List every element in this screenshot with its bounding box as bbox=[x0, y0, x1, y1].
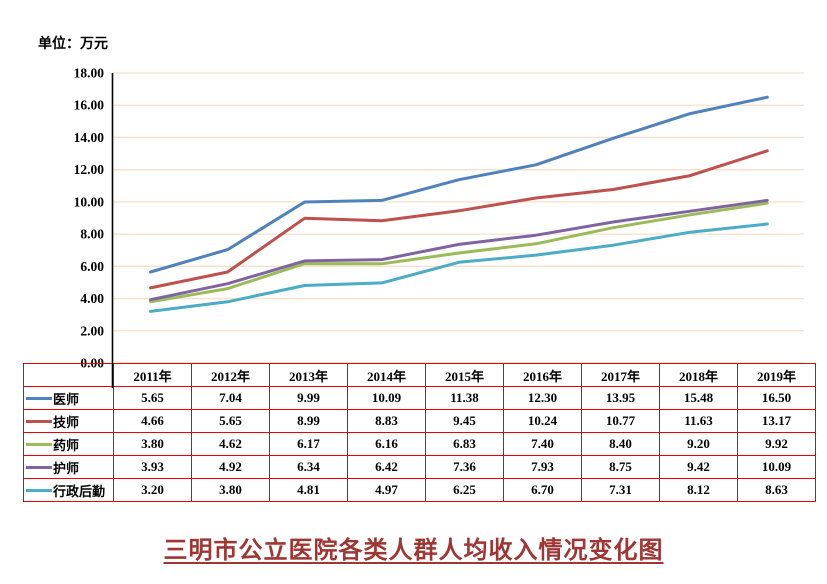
value-cell: 9.99 bbox=[269, 386, 348, 410]
value-cell: 6.34 bbox=[269, 455, 348, 479]
y-axis-tick-label: 18.00 bbox=[74, 66, 105, 81]
series-line-护师 bbox=[149, 198, 769, 302]
value-cell: 8.75 bbox=[581, 455, 660, 479]
series-line-医师 bbox=[149, 95, 769, 274]
legend-line-icon bbox=[26, 419, 52, 423]
legend-label: 药师 bbox=[53, 437, 80, 453]
value-cell: 3.80 bbox=[113, 432, 192, 456]
legend-line-icon bbox=[26, 488, 52, 492]
year-header-cell: 2015年 bbox=[425, 363, 504, 387]
value-cell: 11.63 bbox=[659, 409, 738, 433]
value-cell: 6.16 bbox=[347, 432, 426, 456]
y-axis-tick-label: 8.00 bbox=[80, 227, 104, 242]
value-cell: 4.81 bbox=[269, 478, 348, 502]
value-cell: 6.25 bbox=[425, 478, 504, 502]
value-cell: 4.92 bbox=[191, 455, 270, 479]
legend-label: 医师 bbox=[53, 391, 80, 407]
legend-cell: 医师 bbox=[23, 386, 114, 410]
value-cell: 6.70 bbox=[503, 478, 582, 502]
value-cell: 8.12 bbox=[659, 478, 738, 502]
value-cell: 4.66 bbox=[113, 409, 192, 433]
unit-label: 单位：万元 bbox=[38, 36, 108, 52]
year-header-cell: 2018年 bbox=[659, 363, 738, 387]
value-cell: 13.95 bbox=[581, 386, 660, 410]
value-cell: 4.97 bbox=[347, 478, 426, 502]
year-header-cell: 2012年 bbox=[191, 363, 270, 387]
chart-title: 三明市公立医院各类人群人均收入情况变化图 bbox=[163, 538, 664, 564]
value-cell: 15.48 bbox=[659, 386, 738, 410]
table-row-药师: 药师 3.80 4.62 6.17 6.16 6.83 7.40 8.40 9.20 9.92 bbox=[23, 432, 816, 456]
value-cell: 5.65 bbox=[191, 409, 270, 433]
value-cell: 7.40 bbox=[503, 432, 582, 456]
y-axis-tick-label: 10.00 bbox=[74, 194, 105, 209]
value-cell: 13.17 bbox=[737, 409, 816, 433]
y-axis-tick-label: 4.00 bbox=[80, 291, 104, 306]
series-line-技师 bbox=[149, 149, 769, 290]
value-cell: 6.83 bbox=[425, 432, 504, 456]
value-cell: 11.38 bbox=[425, 386, 504, 410]
table-row-技师: 技师 4.66 5.65 8.99 8.83 9.45 10.24 10.77 11.63 13.… bbox=[23, 409, 816, 433]
value-cell: 8.40 bbox=[581, 432, 660, 456]
value-cell: 6.42 bbox=[347, 455, 426, 479]
value-cell: 6.17 bbox=[269, 432, 348, 456]
value-cell: 7.36 bbox=[425, 455, 504, 479]
legend-line-icon bbox=[26, 442, 52, 446]
year-header-cell: 2013年 bbox=[269, 363, 348, 387]
table-row-医师: 医师 5.65 7.04 9.99 10.09 11.38 12.30 13.95 15.48 1… bbox=[23, 386, 816, 410]
y-axis-tick-label: 6.00 bbox=[80, 259, 104, 274]
series-line-药师 bbox=[149, 201, 769, 304]
y-axis-tick-label: 16.00 bbox=[74, 98, 105, 113]
legend-label: 行政后勤 bbox=[53, 483, 106, 499]
year-header-cell: 2017年 bbox=[581, 363, 660, 387]
value-cell: 7.04 bbox=[191, 386, 270, 410]
value-cell: 10.24 bbox=[503, 409, 582, 433]
value-cell: 8.99 bbox=[269, 409, 348, 433]
table-header-row: 2011年 2012年 2013年 2014年 2015年 2016年 2017年 2018年… bbox=[23, 363, 816, 387]
value-cell: 7.31 bbox=[581, 478, 660, 502]
legend-line-icon bbox=[26, 465, 52, 469]
legend-cell: 行政后勤 bbox=[23, 478, 114, 502]
year-header-cell: 2016年 bbox=[503, 363, 582, 387]
y-axis-tick-label: 14.00 bbox=[74, 130, 105, 145]
legend-label: 技师 bbox=[53, 414, 80, 430]
year-header-cell: 2011年 bbox=[113, 363, 192, 387]
table-row-护师: 护师 3.93 4.92 6.34 6.42 7.36 7.93 8.75 9.42 10.09 bbox=[23, 455, 816, 479]
data-table: 2011年 2012年 2013年 2014年 2015年 2016年 2017年 2018年… bbox=[23, 363, 816, 502]
series-line-行政后勤 bbox=[149, 222, 769, 313]
legend-cell: 技师 bbox=[23, 409, 114, 433]
value-cell: 5.65 bbox=[113, 386, 192, 410]
value-cell: 3.80 bbox=[191, 478, 270, 502]
value-cell: 9.42 bbox=[659, 455, 738, 479]
value-cell: 4.62 bbox=[191, 432, 270, 456]
table-corner-cell bbox=[23, 363, 114, 387]
legend-cell: 护师 bbox=[23, 455, 114, 479]
value-cell: 8.63 bbox=[737, 478, 816, 502]
value-cell: 9.20 bbox=[659, 432, 738, 456]
legend-line-icon bbox=[26, 396, 52, 400]
y-axis-tick-label: 2.00 bbox=[80, 323, 104, 338]
value-cell: 12.30 bbox=[503, 386, 582, 410]
value-cell: 10.77 bbox=[581, 409, 660, 433]
table-row-行政后勤: 行政后勤 3.20 3.80 4.81 4.97 6.25 6.70 7.31 8.12 8.63 bbox=[23, 478, 816, 502]
value-cell: 8.83 bbox=[347, 409, 426, 433]
value-cell: 7.93 bbox=[503, 455, 582, 479]
value-cell: 9.92 bbox=[737, 432, 816, 456]
value-cell: 3.93 bbox=[113, 455, 192, 479]
legend-label: 护师 bbox=[53, 460, 80, 476]
value-cell: 10.09 bbox=[737, 455, 816, 479]
value-cell: 10.09 bbox=[347, 386, 426, 410]
value-cell: 3.20 bbox=[113, 478, 192, 502]
value-cell: 16.50 bbox=[737, 386, 816, 410]
year-header-cell: 2019年 bbox=[737, 363, 816, 387]
y-axis-tick-label: 12.00 bbox=[74, 162, 105, 177]
year-header-cell: 2014年 bbox=[347, 363, 426, 387]
legend-cell: 药师 bbox=[23, 432, 114, 456]
value-cell: 9.45 bbox=[425, 409, 504, 433]
